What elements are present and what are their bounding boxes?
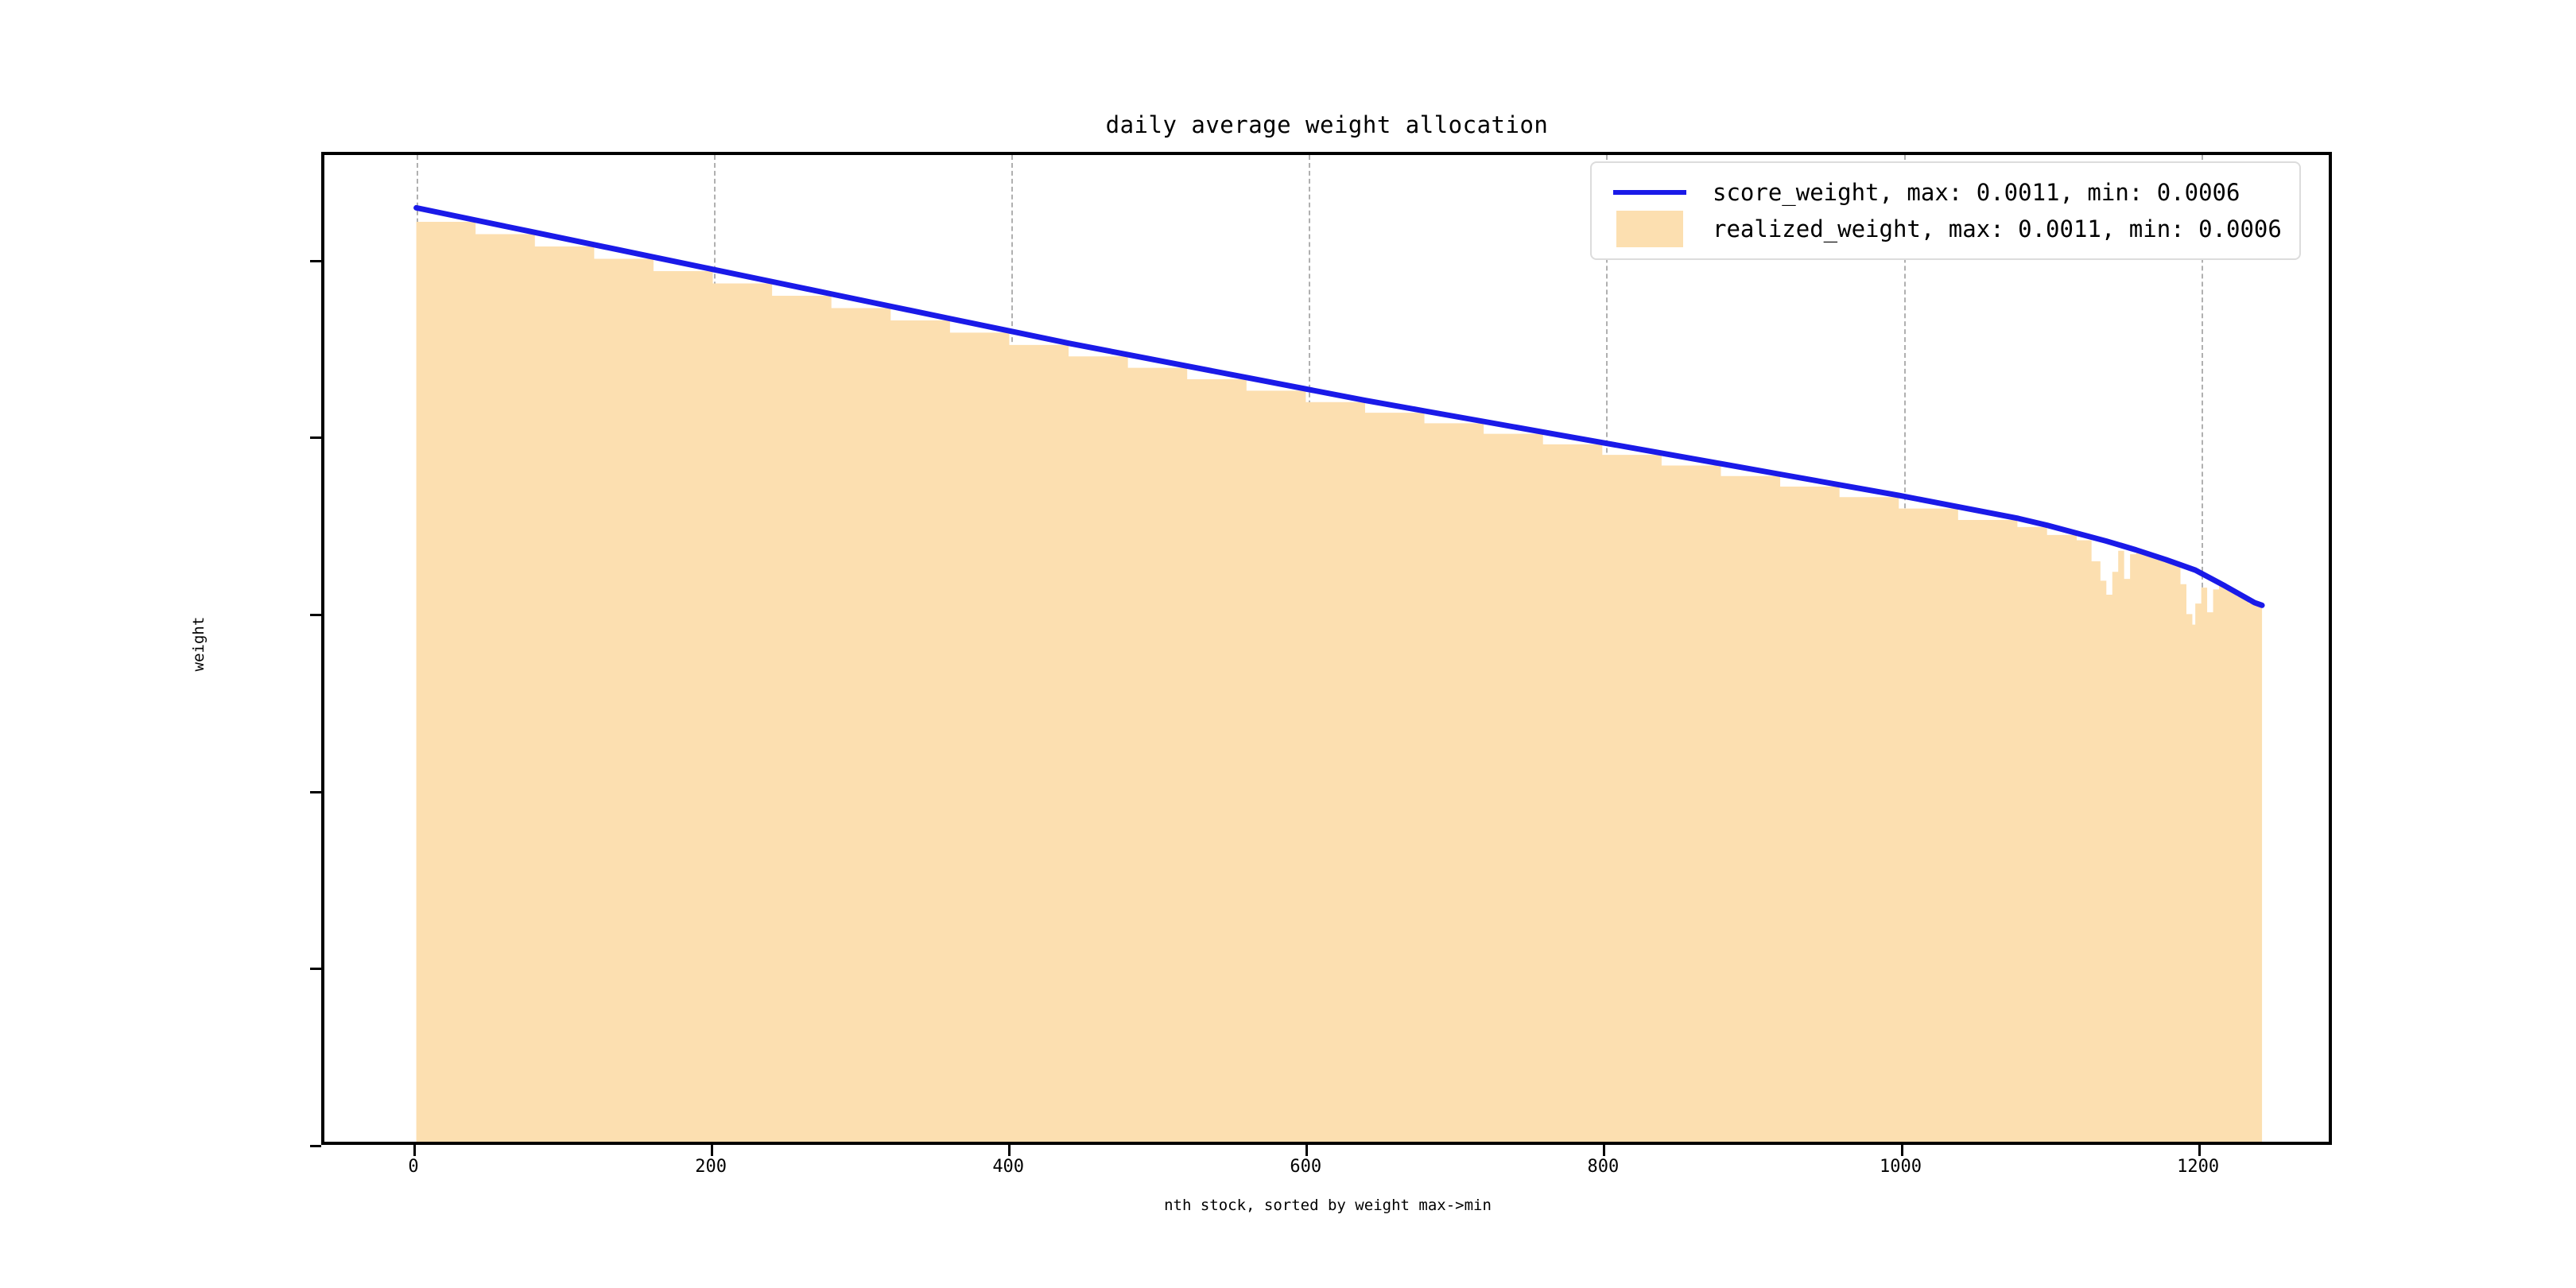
line-swatch-icon xyxy=(1606,190,1693,195)
page-title: daily average weight allocation xyxy=(1105,111,1549,138)
x-tick-label-1: 200 xyxy=(695,1157,727,1177)
x-tick-label-5: 1000 xyxy=(1880,1157,1922,1177)
legend-item-score-weight[interactable]: score_weight, max: 0.0011, min: 0.0006 xyxy=(1606,174,2282,211)
x-tick-mark-1 xyxy=(711,1145,714,1156)
x-tick-mark-2 xyxy=(1008,1145,1011,1156)
x-tick-mark-4 xyxy=(1603,1145,1606,1156)
y-tick-mark-3 xyxy=(310,614,321,617)
legend-item-realized-weight[interactable]: realized_weight, max: 0.0011, min: 0.000… xyxy=(1606,211,2282,247)
y-tick-mark-2 xyxy=(310,790,321,793)
legend-label-realized-weight: realized_weight, max: 0.0011, min: 0.000… xyxy=(1713,215,2282,242)
y-tick-mark-1 xyxy=(310,968,321,971)
realized-weight-area xyxy=(416,209,2263,1142)
legend-label-score-weight: score_weight, max: 0.0011, min: 0.0006 xyxy=(1713,179,2240,206)
plot-data-area xyxy=(324,155,2329,1142)
x-tick-mark-6 xyxy=(2198,1145,2201,1156)
y-tick-mark-0 xyxy=(310,1145,321,1147)
x-tick-label-0: 0 xyxy=(408,1157,419,1177)
x-tick-label-3: 600 xyxy=(1290,1157,1322,1177)
x-tick-mark-3 xyxy=(1305,1145,1309,1156)
score-weight-line xyxy=(413,204,2265,608)
plot-axes xyxy=(321,152,2332,1145)
chart-legend[interactable]: score_weight, max: 0.0011, min: 0.0006 r… xyxy=(1590,161,2301,260)
y-tick-mark-4 xyxy=(310,436,321,440)
x-tick-mark-0 xyxy=(413,1145,416,1156)
x-tick-label-6: 1200 xyxy=(2177,1157,2220,1177)
x-tick-label-2: 400 xyxy=(992,1157,1025,1177)
x-axis-label: nth stock, sorted by weight max->min xyxy=(1164,1197,1492,1214)
y-tick-mark-5 xyxy=(310,259,321,262)
chart-svg xyxy=(413,204,2265,1142)
x-tick-label-4: 800 xyxy=(1587,1157,1620,1177)
x-tick-mark-5 xyxy=(1900,1145,1903,1156)
y-axis-label: weight xyxy=(190,616,208,672)
area-swatch-icon xyxy=(1606,211,1693,247)
